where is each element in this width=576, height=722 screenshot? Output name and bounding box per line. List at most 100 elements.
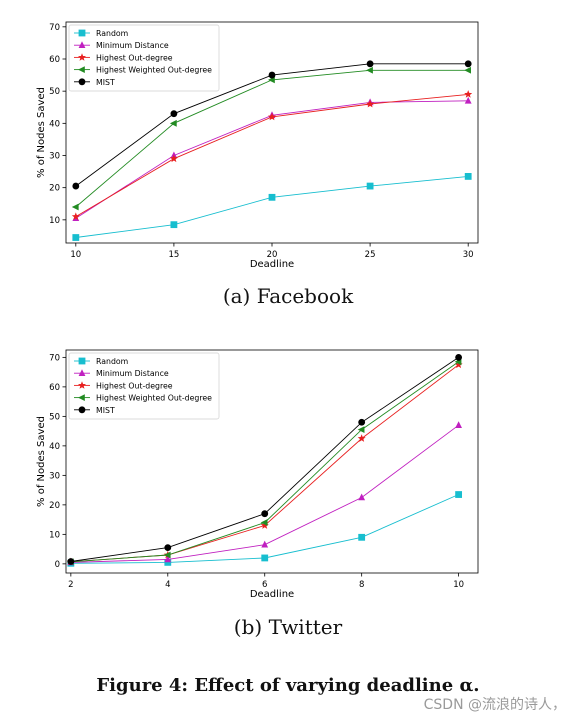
facebook-legend-label: Highest Out-degree <box>96 53 173 62</box>
twitter-legend-label: Random <box>96 357 128 366</box>
facebook-data-point <box>170 221 178 229</box>
twitter-data-point <box>358 418 366 426</box>
twitter-data-point <box>454 360 463 369</box>
twitter-legend-label: MIST <box>96 406 115 415</box>
twitter-x-tick-label: 10 <box>453 580 464 590</box>
facebook-y-tick-label: 20 <box>49 184 60 194</box>
twitter-x-tick-label: 6 <box>262 580 267 590</box>
twitter-data-point <box>163 551 171 559</box>
twitter-data-point <box>357 426 365 434</box>
twitter-data-point <box>357 434 366 442</box>
facebook-x-tick-label: 25 <box>365 250 376 260</box>
twitter-x-tick-label: 8 <box>359 580 364 590</box>
twitter-y-tick-label: 0 <box>55 560 60 570</box>
facebook-data-point <box>464 173 472 180</box>
twitter-legend-label: Highest Out-degree <box>96 381 173 390</box>
twitter-data-point <box>261 510 269 518</box>
twitter-y-tick-label: 70 <box>49 353 60 363</box>
facebook-legend-label: Minimum Distance <box>96 41 169 50</box>
twitter-y-tick-label: 40 <box>49 442 60 452</box>
twitter-x-tick-label: 4 <box>165 580 170 590</box>
subfigure-caption-a: (a) Facebook <box>222 284 354 308</box>
twitter-data-point <box>260 521 269 529</box>
facebook-data-point <box>169 154 178 163</box>
twitter-data-point <box>358 493 366 501</box>
twitter-data-point <box>261 554 269 562</box>
facebook-x-tick-label: 10 <box>70 250 81 260</box>
twitter-data-point <box>164 555 172 563</box>
facebook-series-line <box>75 175 469 238</box>
twitter-legend-label: Highest Weighted Out-degree <box>96 394 212 403</box>
twitter-legend-marker <box>78 381 86 389</box>
facebook-y-tick-label: 50 <box>49 87 60 97</box>
facebook-legend-box <box>68 24 220 92</box>
twitter-legend: Random Minimum Distance Highest Out-degree… <box>68 352 220 420</box>
twitter-y-tick-label: 10 <box>49 530 60 540</box>
facebook-legend-label: Random <box>96 29 128 38</box>
facebook-legend-label: Highest Weighted Out-degree <box>96 66 212 75</box>
twitter-chart: 2 4 6 8 10 0 10 20 30 40 50 60 70 Deadline % of Nodes … <box>36 349 479 600</box>
twitter-y-tick-label: 50 <box>49 412 60 422</box>
facebook-data-point <box>268 71 276 79</box>
facebook-x-tick-label: 15 <box>168 250 179 260</box>
facebook-legend: Random Minimum Distance Highest Out-degree… <box>68 24 220 92</box>
facebook-legend-marker <box>78 41 86 48</box>
facebook-data-point <box>170 110 178 118</box>
facebook-data-point <box>72 182 80 190</box>
facebook-data-point <box>169 119 177 127</box>
twitter-legend-marker <box>78 406 86 414</box>
facebook-y-axis-label: % of Nodes Saved <box>36 87 47 178</box>
facebook-data-point <box>366 66 373 74</box>
twitter-legend-box <box>68 352 220 420</box>
twitter-data-point <box>455 491 463 498</box>
twitter-series-4 <box>67 353 463 565</box>
facebook-data-point <box>268 112 276 121</box>
twitter-y-tick-label: 20 <box>49 501 60 511</box>
twitter-data-point <box>358 533 366 541</box>
facebook-y-tick-label: 30 <box>49 152 60 162</box>
facebook-x-axis-label: Deadline <box>250 259 294 270</box>
facebook-series-4 <box>72 60 472 190</box>
facebook-y-tick-label: 10 <box>49 216 60 226</box>
twitter-series-1 <box>67 421 463 566</box>
twitter-x-tick-label: 2 <box>68 580 73 590</box>
twitter-legend-label: Minimum Distance <box>96 369 169 378</box>
twitter-plot-frame <box>65 349 479 574</box>
facebook-data-point <box>268 193 276 201</box>
facebook-data-point <box>464 90 473 98</box>
twitter-legend-marker <box>78 394 85 401</box>
facebook-x-tick-label: 30 <box>463 250 474 260</box>
facebook-data-point <box>366 99 375 108</box>
twitter-data-point <box>261 540 269 548</box>
twitter-data-point <box>164 558 172 566</box>
facebook-x-tick-label: 20 <box>267 250 278 260</box>
facebook-data-point <box>72 234 80 241</box>
facebook-legend-marker <box>78 78 86 86</box>
twitter-series-0 <box>67 491 463 567</box>
facebook-data-point <box>464 66 471 74</box>
facebook-legend-marker <box>78 53 86 61</box>
figure-caption: Figure 4: Effect of varying deadline α. <box>96 675 480 696</box>
facebook-legend-marker <box>78 66 85 73</box>
twitter-data-point <box>67 558 75 565</box>
facebook-y-tick-label: 60 <box>49 55 60 65</box>
facebook-legend-marker <box>78 29 86 37</box>
twitter-data-point <box>260 519 268 526</box>
facebook-data-point <box>366 60 374 68</box>
twitter-data-point <box>455 353 463 361</box>
twitter-y-axis-label: % of Nodes Saved <box>36 416 47 507</box>
facebook-series-2 <box>71 90 473 221</box>
twitter-data-point <box>164 544 172 552</box>
subfigure-caption-b: (b) Twitter <box>233 615 343 639</box>
facebook-data-point <box>71 212 80 221</box>
facebook-data-point <box>71 203 79 211</box>
watermark: CSDN @流浪的诗人， <box>423 697 566 713</box>
facebook-data-point <box>464 96 472 104</box>
twitter-legend-marker <box>78 369 86 376</box>
facebook-data-point <box>366 182 374 190</box>
twitter-legend-marker <box>78 357 86 365</box>
facebook-y-tick-label: 40 <box>49 119 60 129</box>
facebook-chart: 10 15 20 25 30 10 20 30 40 50 60 70 Deadline % of Nod… <box>36 21 479 270</box>
facebook-series-0 <box>72 173 472 241</box>
